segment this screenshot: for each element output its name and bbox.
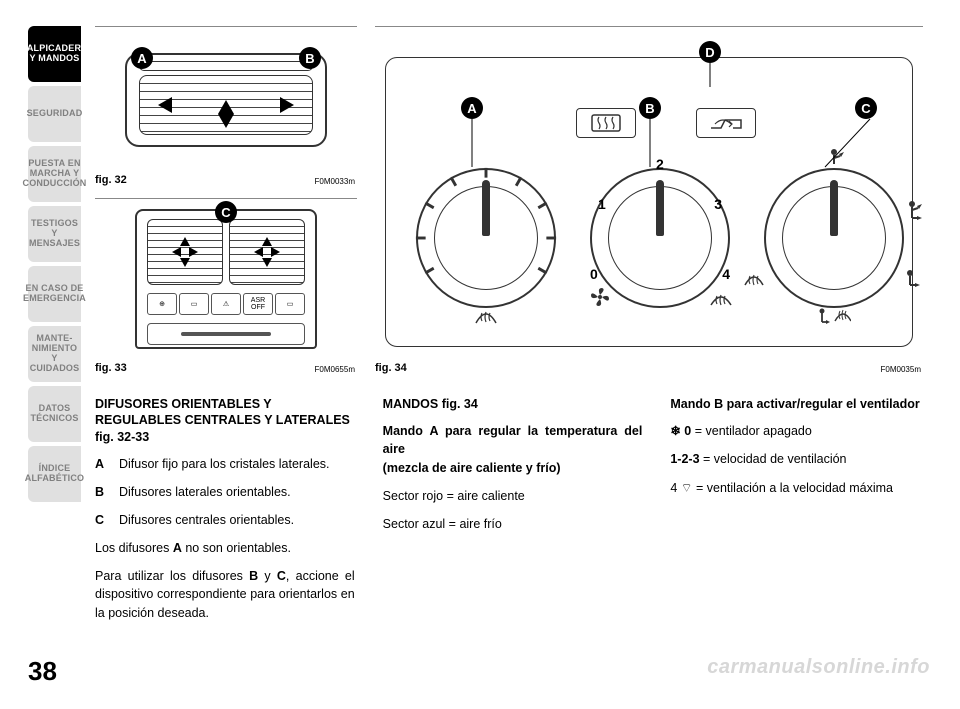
tab-label: MANTE- NIMIENTO Y CUIDADOS: [30, 334, 80, 374]
tab-label: EN CASO DE EMERGENCIA: [23, 284, 86, 304]
button-icon: ▭: [275, 293, 305, 315]
definition-c-text: Difusores centrales orientables.: [119, 511, 294, 529]
center-vent-illustration: ⊕ ▭ ⚠ ASR OFF ▭ C: [95, 199, 357, 355]
definition-b: BDifusores laterales orientables.: [95, 483, 355, 501]
col2-p2: Sector azul = aire frío: [383, 515, 643, 533]
air-defrost-icon: [744, 273, 764, 292]
col3-r3: 4 ⌔ = ventilación a la velocidad máxima: [670, 479, 930, 497]
callout-b: B: [639, 97, 661, 119]
tab-label: TESTIGOS Y MENSAJES: [29, 219, 80, 249]
tab-emergencia[interactable]: EN CASO DE EMERGENCIA: [28, 266, 81, 322]
button-asr: ASR OFF: [243, 293, 273, 315]
col1-p1: Los difusores A no son orientables.: [95, 539, 355, 557]
temperature-knob: [416, 168, 556, 308]
col2-subheading: Mando A para regular la temperatura del …: [383, 422, 643, 476]
side-vent-illustration: A B: [95, 27, 357, 167]
definition-a-text: Difusor fijo para los cristales laterale…: [119, 455, 330, 473]
column-3: Mando B para activar/regular el ventilad…: [670, 396, 930, 632]
tab-label: PUESTA EN MARCHA Y CONDUCCIÓN: [23, 159, 87, 189]
fan-1-label: 1: [598, 196, 606, 212]
col2-heading: MANDOS fig. 34: [383, 396, 643, 412]
figure-33-code: F0M0655m: [315, 365, 355, 374]
tab-mantenimiento[interactable]: MANTE- NIMIENTO Y CUIDADOS: [28, 326, 81, 382]
definition-b-text: Difusores laterales orientables.: [119, 483, 291, 501]
callout-c: C: [855, 97, 877, 119]
air-face-icon: [828, 148, 846, 171]
figure-34: 0 1 2 3 4: [375, 26, 923, 372]
fan-speed-knob: 0 1 2 3 4: [590, 168, 730, 308]
air-distribution-knob: [764, 168, 904, 308]
fan-0-label: 0: [590, 266, 598, 282]
figure-32-code: F0M0033m: [315, 177, 355, 186]
defrost-icon: [474, 309, 498, 330]
col2-p1: Sector rojo = aire caliente: [383, 487, 643, 505]
callout-c: C: [215, 201, 237, 223]
figure-34-box: 0 1 2 3 4: [375, 26, 923, 356]
col1-p2: Para utilizar los difusores B y C, accio…: [95, 567, 355, 621]
figure-33-caption: fig. 33: [95, 362, 127, 374]
cd-slot-icon: [147, 323, 305, 345]
figure-33: ⊕ ▭ ⚠ ASR OFF ▭ C fig. 33 F0M0655m: [95, 198, 357, 372]
recirculation-icon: [696, 108, 756, 138]
figure-32: A B fig. 32 F0M0033m: [95, 26, 357, 184]
page-content: A B fig. 32 F0M0033m: [95, 26, 930, 689]
callout-d: D: [699, 41, 721, 63]
tab-seguridad[interactable]: SEGURIDAD: [28, 86, 81, 142]
button-icon: ▭: [179, 293, 209, 315]
defrost-max-icon: [710, 293, 732, 312]
air-feet-defrost-icon: [817, 307, 851, 330]
callout-b: B: [299, 47, 321, 69]
tab-label: ÍNDICE ALFABÉTICO: [25, 464, 85, 484]
callout-a: A: [461, 97, 483, 119]
fan-4-label: 4: [722, 266, 730, 282]
button-icon: ⊕: [147, 293, 177, 315]
figure-32-box: A B: [95, 26, 357, 168]
tab-datos-tecnicos[interactable]: DATOS TÉCNICOS: [28, 386, 81, 442]
air-face-feet-icon: [906, 200, 926, 225]
definition-c: CDifusores centrales orientables.: [95, 511, 355, 529]
sidebar-tabs: SALPICADERO Y MANDOS SEGURIDAD PUESTA EN…: [28, 26, 81, 502]
figure-34-code: F0M0035m: [881, 365, 921, 374]
tab-testigos[interactable]: TESTIGOS Y MENSAJES: [28, 206, 81, 262]
figure-34-caption: fig. 34: [375, 362, 407, 374]
col3-r2: 1-2-3 = velocidad de ventilación: [670, 450, 930, 468]
col3-r1: ❄ 0 = ventilador apagado: [670, 422, 930, 440]
rear-defrost-icon: [576, 108, 636, 138]
button-hazard-icon: ⚠: [211, 293, 241, 315]
col1-heading: DIFUSORES ORIENTABLES Y REGULABLES CENTR…: [95, 396, 355, 445]
tab-label: DATOS TÉCNICOS: [30, 404, 78, 424]
figure-33-box: ⊕ ▭ ⚠ ASR OFF ▭ C: [95, 198, 357, 356]
page-number: 38: [28, 656, 57, 687]
fan-2-label: 2: [656, 156, 664, 172]
text-columns: DIFUSORES ORIENTABLES Y REGULABLES CENTR…: [95, 396, 930, 632]
tab-label: SEGURIDAD: [27, 109, 83, 119]
figure-32-caption: fig. 32: [95, 174, 127, 186]
tab-indice[interactable]: ÍNDICE ALFABÉTICO: [28, 446, 81, 502]
fan-icon: [590, 287, 610, 312]
climate-control-illustration: 0 1 2 3 4: [375, 27, 923, 355]
tab-salpicadero[interactable]: SALPICADERO Y MANDOS: [28, 26, 81, 82]
fan-3-label: 3: [714, 196, 722, 212]
definition-a: ADifusor fijo para los cristales lateral…: [95, 455, 355, 473]
callout-a: A: [131, 47, 153, 69]
tab-puesta-en-marcha[interactable]: PUESTA EN MARCHA Y CONDUCCIÓN: [28, 146, 81, 202]
col3-heading: Mando B para activar/regular el ventilad…: [670, 396, 930, 412]
air-feet-icon: [904, 269, 922, 292]
column-2: MANDOS fig. 34 Mando A para regular la t…: [383, 396, 643, 632]
column-1: DIFUSORES ORIENTABLES Y REGULABLES CENTR…: [95, 396, 355, 632]
tab-label: SALPICADERO Y MANDOS: [21, 44, 89, 64]
